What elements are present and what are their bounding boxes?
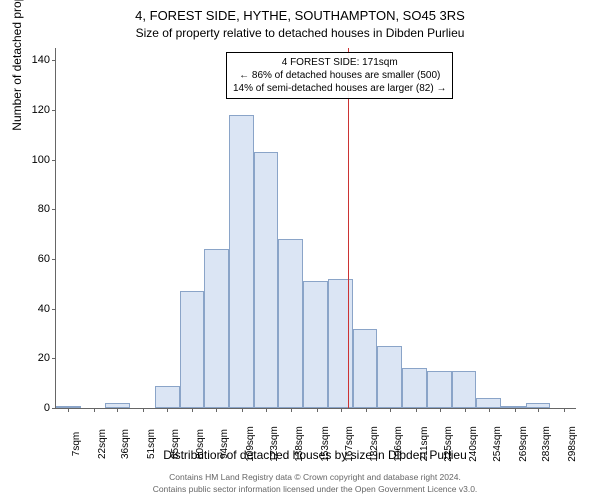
histogram-bar (180, 291, 205, 408)
x-tick-label: 211sqm (419, 427, 430, 462)
x-tick (515, 408, 516, 412)
histogram-bar (155, 386, 180, 408)
histogram-bar (452, 371, 477, 408)
x-tick-label: 240sqm (468, 426, 479, 462)
y-tick (52, 60, 56, 61)
x-tick (216, 408, 217, 412)
x-tick (192, 408, 193, 412)
histogram-bar (501, 406, 526, 408)
y-tick-label: 120 (20, 104, 50, 116)
histogram-bar (303, 281, 328, 408)
x-tick-label: 167sqm (344, 426, 355, 462)
histogram-bar (377, 346, 402, 408)
x-tick-label: 225sqm (443, 426, 454, 462)
x-tick-label: 36sqm (120, 429, 131, 459)
y-tick-label: 80 (20, 203, 50, 215)
x-tick-label: 138sqm (294, 426, 305, 462)
x-tick-label: 182sqm (369, 426, 380, 462)
x-tick-label: 65sqm (170, 429, 181, 459)
y-tick-label: 20 (20, 352, 50, 364)
x-tick-label: 153sqm (320, 426, 331, 462)
x-tick (317, 408, 318, 412)
x-tick-label: 94sqm (219, 429, 230, 459)
x-tick (465, 408, 466, 412)
x-tick (167, 408, 168, 412)
histogram-bar (254, 152, 279, 408)
y-tick-label: 0 (20, 402, 50, 414)
histogram-bar (204, 249, 229, 408)
footer-text-1: Contains HM Land Registry data © Crown c… (55, 472, 575, 482)
histogram-bar (427, 371, 452, 408)
x-tick-label: 123sqm (269, 426, 280, 462)
x-tick (489, 408, 490, 412)
x-tick (341, 408, 342, 412)
x-tick-label: 269sqm (518, 426, 529, 462)
x-tick (538, 408, 539, 412)
chart-subtitle: Size of property relative to detached ho… (0, 26, 600, 40)
x-tick (390, 408, 391, 412)
y-tick-label: 60 (20, 253, 50, 265)
x-tick (143, 408, 144, 412)
histogram-bar (278, 239, 303, 408)
plot-area: 4 FOREST SIDE: 171sqm← 86% of detached h… (55, 48, 576, 409)
histogram-bar (353, 329, 378, 408)
y-tick (52, 309, 56, 310)
y-tick (52, 259, 56, 260)
annotation-line: 14% of semi-detached houses are larger (… (233, 82, 446, 95)
x-tick (117, 408, 118, 412)
x-tick (68, 408, 69, 412)
chart-container: 4, FOREST SIDE, HYTHE, SOUTHAMPTON, SO45… (0, 0, 600, 500)
annotation-box: 4 FOREST SIDE: 171sqm← 86% of detached h… (226, 52, 453, 99)
x-tick (291, 408, 292, 412)
x-tick-label: 22sqm (97, 429, 108, 459)
x-tick (440, 408, 441, 412)
x-tick-label: 51sqm (146, 429, 157, 459)
footer-text-2: Contains public sector information licen… (55, 484, 575, 494)
annotation-line: ← 86% of detached houses are smaller (50… (233, 69, 446, 82)
y-tick-label: 140 (20, 54, 50, 66)
x-tick-label: 7sqm (71, 432, 82, 456)
y-tick (52, 209, 56, 210)
x-tick (242, 408, 243, 412)
x-tick-label: 254sqm (492, 426, 503, 462)
x-tick-label: 196sqm (393, 426, 404, 462)
x-tick-label: 80sqm (195, 429, 206, 459)
annotation-line: 4 FOREST SIDE: 171sqm (233, 56, 446, 69)
y-tick (52, 110, 56, 111)
x-tick (366, 408, 367, 412)
x-tick-label: 109sqm (245, 426, 256, 462)
x-tick (416, 408, 417, 412)
histogram-bar (476, 398, 501, 408)
y-tick (52, 408, 56, 409)
histogram-bar (402, 368, 427, 408)
y-tick-label: 40 (20, 303, 50, 315)
x-tick-label: 283sqm (541, 426, 552, 462)
x-tick (266, 408, 267, 412)
histogram-bar (229, 115, 254, 408)
y-tick (52, 160, 56, 161)
y-tick (52, 358, 56, 359)
chart-title: 4, FOREST SIDE, HYTHE, SOUTHAMPTON, SO45… (0, 8, 600, 23)
x-tick (564, 408, 565, 412)
x-tick (94, 408, 95, 412)
reference-line (348, 48, 350, 408)
y-tick-label: 100 (20, 154, 50, 166)
x-tick-label: 298sqm (567, 426, 578, 462)
